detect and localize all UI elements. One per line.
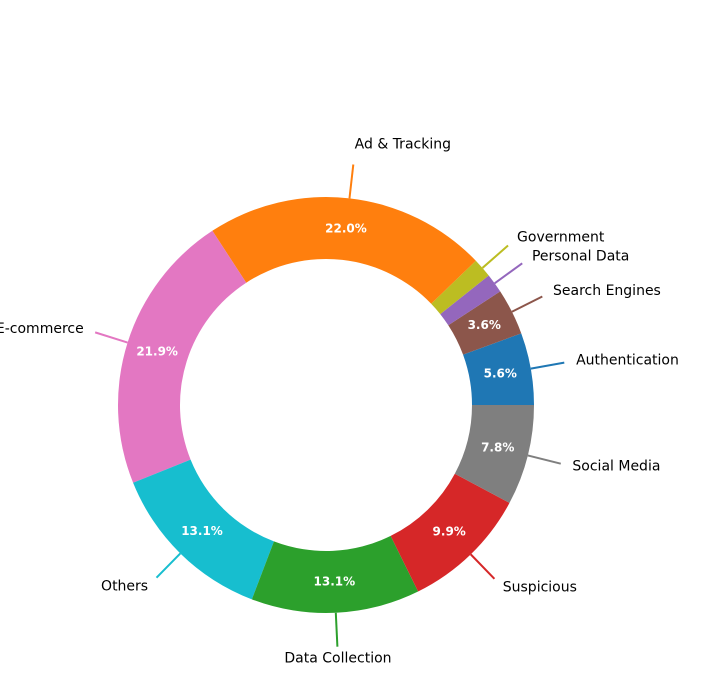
label-government: Government: [517, 230, 605, 246]
slice-others: [133, 459, 274, 600]
slice-e-commerce: [117, 230, 247, 483]
leader-line-government: [481, 244, 509, 269]
slice-authentication: [463, 333, 534, 405]
leader-line-authentication: [530, 361, 565, 370]
slice-personal-data: [440, 275, 501, 326]
slice-suspicious: [390, 473, 510, 592]
slice-data-collection: [251, 535, 419, 613]
label-ad-and-tracking: Ad & Tracking: [355, 137, 451, 153]
label-social-media: Social Media: [572, 459, 660, 475]
pct-label-social-media: 7.8%: [481, 440, 514, 454]
leader-line-ad-and-tracking: [348, 164, 355, 199]
leader-lines-group: [94, 164, 565, 647]
leader-line-e-commerce: [94, 331, 128, 344]
label-others: Others: [101, 578, 148, 594]
pct-label-e-commerce: 21.9%: [136, 344, 178, 358]
leader-line-personal-data: [494, 262, 523, 285]
labels-group: Authentication 5.6% Search Engines 3.6% Pers…: [0, 137, 679, 667]
slice-ad-and-tracking: [212, 196, 476, 304]
pct-label-suspicious: 9.9%: [433, 525, 466, 539]
slice-social-media: [454, 405, 534, 503]
leader-line-others: [155, 552, 182, 579]
label-suspicious: Suspicious: [503, 579, 577, 595]
slice-government: [431, 260, 489, 315]
leader-line-suspicious: [470, 553, 496, 580]
label-personal-data: Personal Data: [532, 248, 629, 264]
leader-line-data-collection: [334, 612, 339, 647]
pct-label-data-collection: 13.1%: [314, 574, 356, 588]
pct-label-ad-and-tracking: 22.0%: [325, 222, 367, 236]
pct-label-search-engines: 3.6%: [468, 318, 501, 332]
label-authentication: Authentication: [576, 353, 679, 369]
label-e-commerce: E-commerce: [0, 321, 84, 337]
pct-label-others: 13.1%: [181, 524, 223, 538]
label-search-engines: Search Engines: [553, 283, 661, 299]
pct-label-authentication: 5.6%: [484, 367, 517, 381]
slice-search-engines: [448, 291, 522, 355]
label-data-collection: Data Collection: [284, 651, 391, 667]
leader-line-social-media: [527, 454, 562, 465]
leader-line-search-engines: [511, 295, 543, 313]
slices-group: [117, 196, 534, 613]
